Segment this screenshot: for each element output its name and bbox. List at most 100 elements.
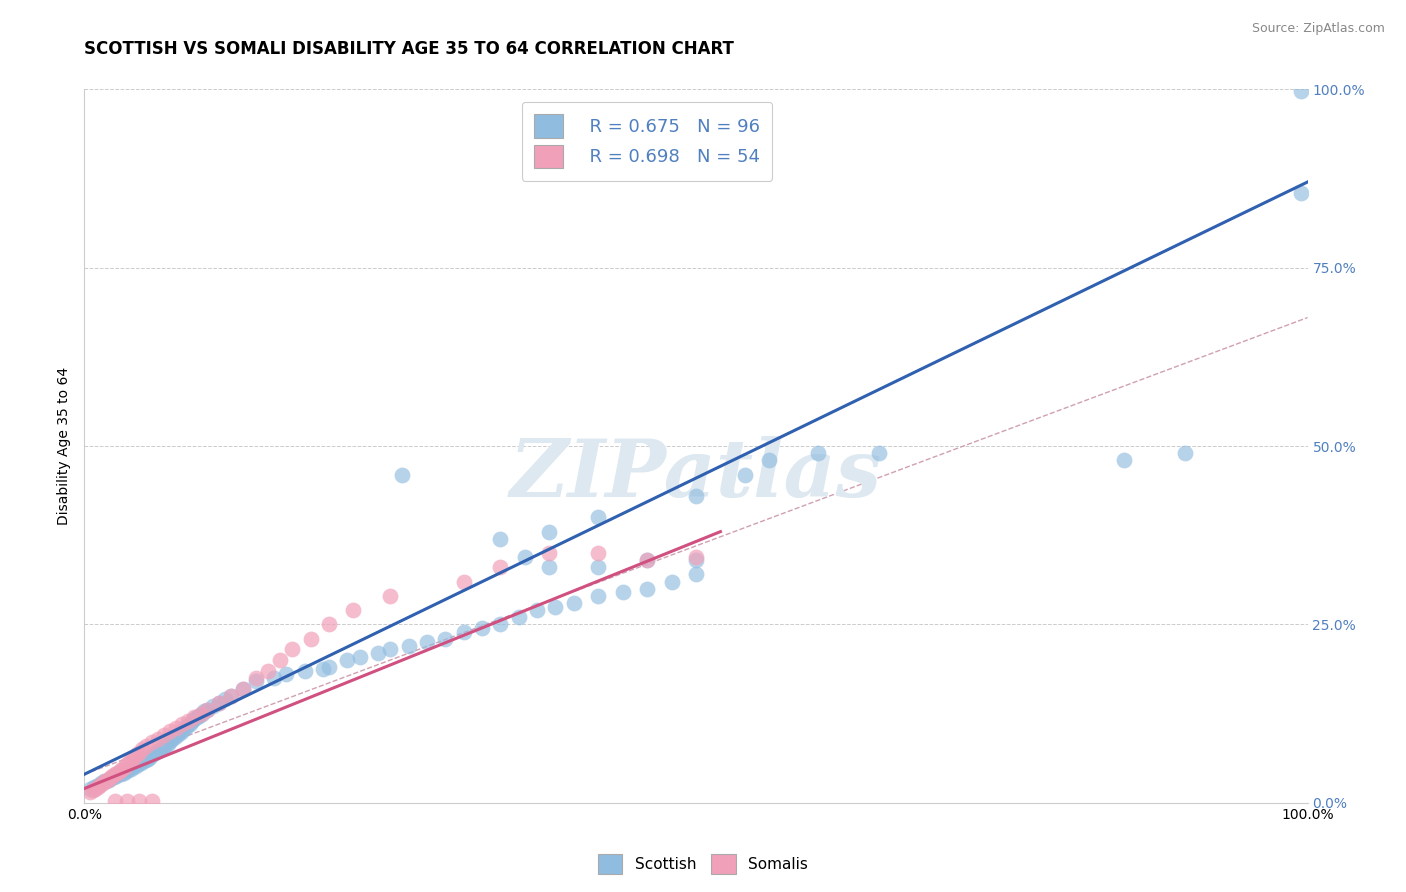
Point	[165, 721, 187, 735]
Point	[636, 553, 658, 567]
Point	[538, 546, 561, 560]
Point	[127, 756, 149, 771]
Point	[128, 794, 150, 808]
Point	[100, 771, 122, 785]
Point	[219, 689, 242, 703]
Point	[281, 642, 304, 657]
Point	[91, 776, 114, 790]
Point	[562, 596, 585, 610]
Point	[153, 728, 176, 742]
Point	[661, 574, 683, 589]
Point	[124, 749, 146, 764]
Point	[87, 780, 110, 794]
Text: ZIPatlas: ZIPatlas	[510, 436, 882, 513]
Point	[318, 660, 340, 674]
Point	[201, 699, 224, 714]
Point	[181, 714, 204, 728]
Point	[586, 589, 609, 603]
Point	[269, 653, 291, 667]
Point	[179, 717, 201, 731]
Point	[208, 696, 231, 710]
Point	[471, 621, 494, 635]
Point	[117, 763, 139, 777]
Point	[1291, 84, 1313, 98]
Point	[186, 710, 208, 724]
Legend:   R = 0.675   N = 96,   R = 0.698   N = 54: R = 0.675 N = 96, R = 0.698 N = 54	[522, 102, 772, 181]
Point	[139, 750, 162, 764]
Point	[685, 549, 707, 564]
Point	[163, 730, 186, 744]
Point	[299, 632, 322, 646]
Point	[141, 735, 163, 749]
Point	[146, 731, 169, 746]
Point	[98, 771, 121, 785]
Point	[869, 446, 891, 460]
Point	[149, 743, 172, 757]
Point	[391, 467, 413, 482]
Point	[526, 603, 548, 617]
Point	[79, 785, 101, 799]
Point	[336, 653, 359, 667]
Point	[86, 779, 108, 793]
Point	[294, 664, 316, 678]
Point	[82, 783, 104, 797]
Point	[489, 560, 512, 574]
Point	[87, 778, 110, 792]
Point	[97, 772, 120, 787]
Point	[89, 778, 111, 792]
Point	[807, 446, 830, 460]
Point	[94, 774, 117, 789]
Point	[121, 753, 143, 767]
Point	[380, 642, 402, 657]
Point	[159, 724, 181, 739]
Point	[636, 582, 658, 596]
Point	[84, 781, 107, 796]
Point	[110, 767, 132, 781]
Point	[188, 708, 211, 723]
Text: SCOTTISH VS SOMALI DISABILITY AGE 35 TO 64 CORRELATION CHART: SCOTTISH VS SOMALI DISABILITY AGE 35 TO …	[84, 40, 734, 58]
Point	[190, 706, 212, 721]
Point	[183, 712, 205, 726]
Point	[114, 760, 136, 774]
Point	[166, 728, 188, 742]
Point	[159, 734, 181, 748]
Point	[83, 780, 105, 794]
Point	[107, 767, 129, 781]
Point	[79, 781, 101, 796]
Point	[245, 671, 267, 685]
Point	[586, 510, 609, 524]
Point	[172, 724, 194, 739]
Point	[195, 703, 218, 717]
Point	[232, 681, 254, 696]
Point	[101, 769, 124, 783]
Point	[115, 756, 138, 771]
Point	[398, 639, 420, 653]
Point	[169, 726, 191, 740]
Point	[685, 567, 707, 582]
Point	[176, 719, 198, 733]
Point	[193, 705, 215, 719]
Point	[111, 762, 134, 776]
Point	[97, 772, 120, 787]
Point	[172, 717, 194, 731]
Point	[612, 585, 634, 599]
Point	[380, 589, 402, 603]
Point	[538, 524, 561, 539]
Point	[538, 560, 561, 574]
Point	[191, 706, 214, 721]
Point	[103, 770, 125, 784]
Point	[586, 560, 609, 574]
Point	[489, 532, 512, 546]
Point	[177, 714, 200, 728]
Point	[141, 794, 163, 808]
Point	[93, 774, 115, 789]
Point	[416, 635, 439, 649]
Point	[153, 739, 176, 753]
Y-axis label: Disability Age 35 to 64: Disability Age 35 to 64	[58, 367, 72, 525]
Point	[115, 794, 138, 808]
Point	[90, 776, 112, 790]
Point	[96, 774, 118, 789]
Point	[132, 755, 155, 769]
Point	[129, 756, 152, 770]
Point	[136, 751, 159, 765]
